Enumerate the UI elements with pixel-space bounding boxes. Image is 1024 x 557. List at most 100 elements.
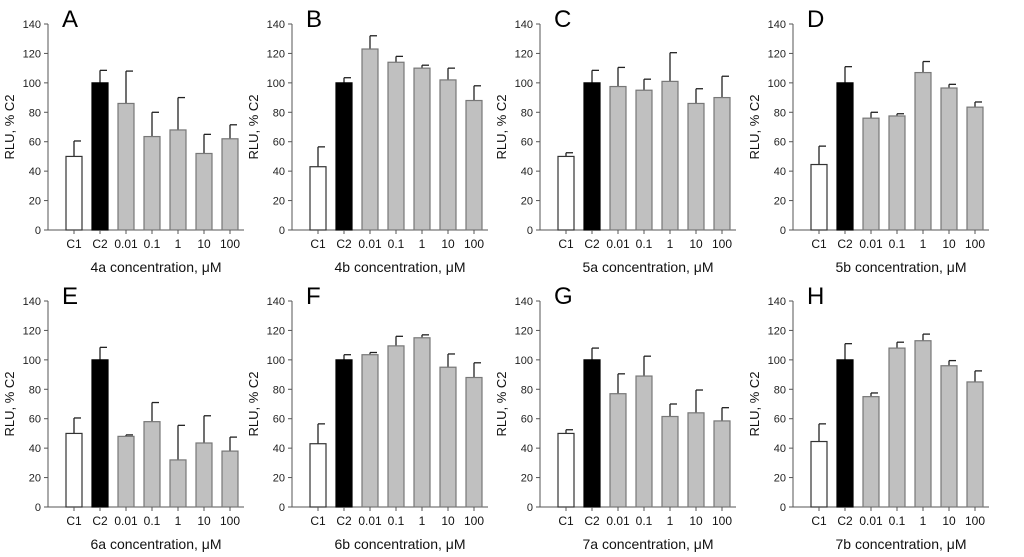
y-tick-label: 20 (521, 196, 533, 208)
panel-label: B (306, 6, 322, 33)
y-axis-label: RLU, % C2 (747, 371, 762, 436)
y-tick-label: 40 (29, 443, 41, 455)
x-tick-label: 1 (419, 237, 426, 251)
x-axis-label: 7a concentration, μM (582, 536, 713, 552)
x-tick-label: 1 (175, 237, 182, 251)
y-tick-label: 140 (267, 19, 285, 31)
panel-e: E 0 20 40 60 80 100 120 140 RLU, % C2 C1 C2 0.01 0.1 1… (2, 283, 244, 552)
bar-100 (465, 99, 483, 231)
bar-C1 (65, 155, 83, 231)
y-tick-label: 100 (768, 355, 786, 367)
y-tick-label: 60 (29, 414, 41, 426)
y-tick-label: 120 (23, 48, 41, 60)
panel-h: H 0 20 40 60 80 100 120 140 RLU, % C2 C1 C2 0.01 0.1 1… (747, 283, 989, 552)
bar-0.01 (609, 393, 627, 508)
x-axis-label: 6b concentration, μM (334, 536, 465, 552)
x-tick-label: 100 (220, 237, 240, 251)
x-axis-label: 5a concentration, μM (582, 259, 713, 275)
bar-0.01 (862, 396, 880, 508)
y-tick-label: 140 (768, 296, 786, 308)
bar-C2 (583, 82, 601, 231)
panel-label: C (554, 6, 571, 33)
x-axis-label: 4b concentration, μM (334, 259, 465, 275)
y-tick-label: 80 (774, 107, 786, 119)
x-tick-label: C2 (92, 514, 108, 528)
bar-100 (221, 138, 239, 231)
y-tick-label: 80 (29, 384, 41, 396)
y-tick-label: 40 (521, 443, 533, 455)
bar-0.1 (635, 375, 653, 508)
x-tick-label: 0.1 (636, 237, 653, 251)
bar-10 (687, 102, 705, 231)
y-tick-label: 20 (521, 473, 533, 485)
bar-1 (413, 337, 431, 508)
x-tick-label: 10 (197, 514, 211, 528)
y-tick-label: 140 (23, 296, 41, 308)
y-tick-label: 0 (279, 502, 285, 514)
y-tick-label: 0 (35, 225, 41, 237)
x-tick-label: C1 (66, 514, 82, 528)
y-axis-label: RLU, % C2 (2, 94, 17, 159)
y-tick-label: 20 (774, 196, 786, 208)
y-tick-label: 100 (23, 78, 41, 90)
x-tick-label: 0.01 (358, 237, 382, 251)
panel-f: F 0 20 40 60 80 100 120 140 RLU, % C2 C1 C2 0.01 0.1 1… (246, 283, 488, 552)
bar-0.01 (117, 102, 135, 231)
panel-a: A 0 20 40 60 80 100 120 140 RLU, % C2 C1 C2 0.01 0.1 1… (2, 6, 244, 275)
bar-10 (195, 442, 213, 508)
x-tick-label: 0.01 (114, 237, 138, 251)
y-tick-label: 120 (768, 48, 786, 60)
x-tick-label: 0.1 (889, 514, 906, 528)
y-tick-label: 100 (23, 355, 41, 367)
bar-10 (687, 412, 705, 508)
x-tick-label: C1 (558, 514, 574, 528)
bar-C2 (836, 359, 854, 508)
bar-C2 (335, 359, 353, 508)
bar-0.1 (143, 421, 161, 508)
x-tick-label: 100 (965, 237, 985, 251)
y-tick-label: 60 (774, 137, 786, 149)
y-tick-label: 40 (774, 166, 786, 178)
panel-d: D 0 20 40 60 80 100 120 140 RLU, % C2 C1 C2 0.01 0.1 1… (747, 6, 989, 275)
x-tick-label: 0.1 (388, 514, 405, 528)
y-tick-label: 100 (267, 355, 285, 367)
y-tick-label: 60 (774, 414, 786, 426)
y-tick-label: 40 (273, 166, 285, 178)
y-tick-label: 100 (768, 78, 786, 90)
x-tick-label: 100 (712, 237, 732, 251)
y-axis-label: RLU, % C2 (2, 371, 17, 436)
bar-10 (195, 152, 213, 231)
bar-C2 (583, 359, 601, 508)
y-tick-label: 100 (267, 78, 285, 90)
bar-C1 (810, 163, 828, 231)
bar-100 (966, 381, 984, 508)
x-tick-label: C1 (66, 237, 82, 251)
bar-1 (169, 459, 187, 508)
x-tick-label: 1 (920, 237, 927, 251)
x-tick-label: C1 (811, 237, 827, 251)
x-tick-label: C2 (584, 237, 600, 251)
bar-100 (713, 420, 731, 508)
y-tick-label: 100 (515, 355, 533, 367)
y-tick-label: 80 (521, 107, 533, 119)
x-tick-label: 0.1 (144, 237, 161, 251)
y-tick-label: 0 (279, 225, 285, 237)
y-tick-label: 140 (23, 19, 41, 31)
x-tick-label: 0.1 (889, 237, 906, 251)
bar-0.01 (361, 48, 379, 231)
bar-1 (914, 340, 932, 508)
y-tick-label: 120 (768, 325, 786, 337)
bar-C1 (557, 432, 575, 508)
x-tick-label: 0.01 (358, 514, 382, 528)
y-axis-label: RLU, % C2 (246, 94, 261, 159)
y-tick-label: 40 (521, 166, 533, 178)
bar-1 (661, 80, 679, 231)
panel-label: E (62, 283, 78, 310)
y-tick-label: 60 (521, 414, 533, 426)
x-tick-label: 1 (175, 514, 182, 528)
x-tick-label: 0.1 (636, 514, 653, 528)
bar-100 (465, 376, 483, 508)
x-tick-label: C2 (336, 237, 352, 251)
y-tick-label: 60 (273, 414, 285, 426)
x-tick-label: 100 (712, 514, 732, 528)
